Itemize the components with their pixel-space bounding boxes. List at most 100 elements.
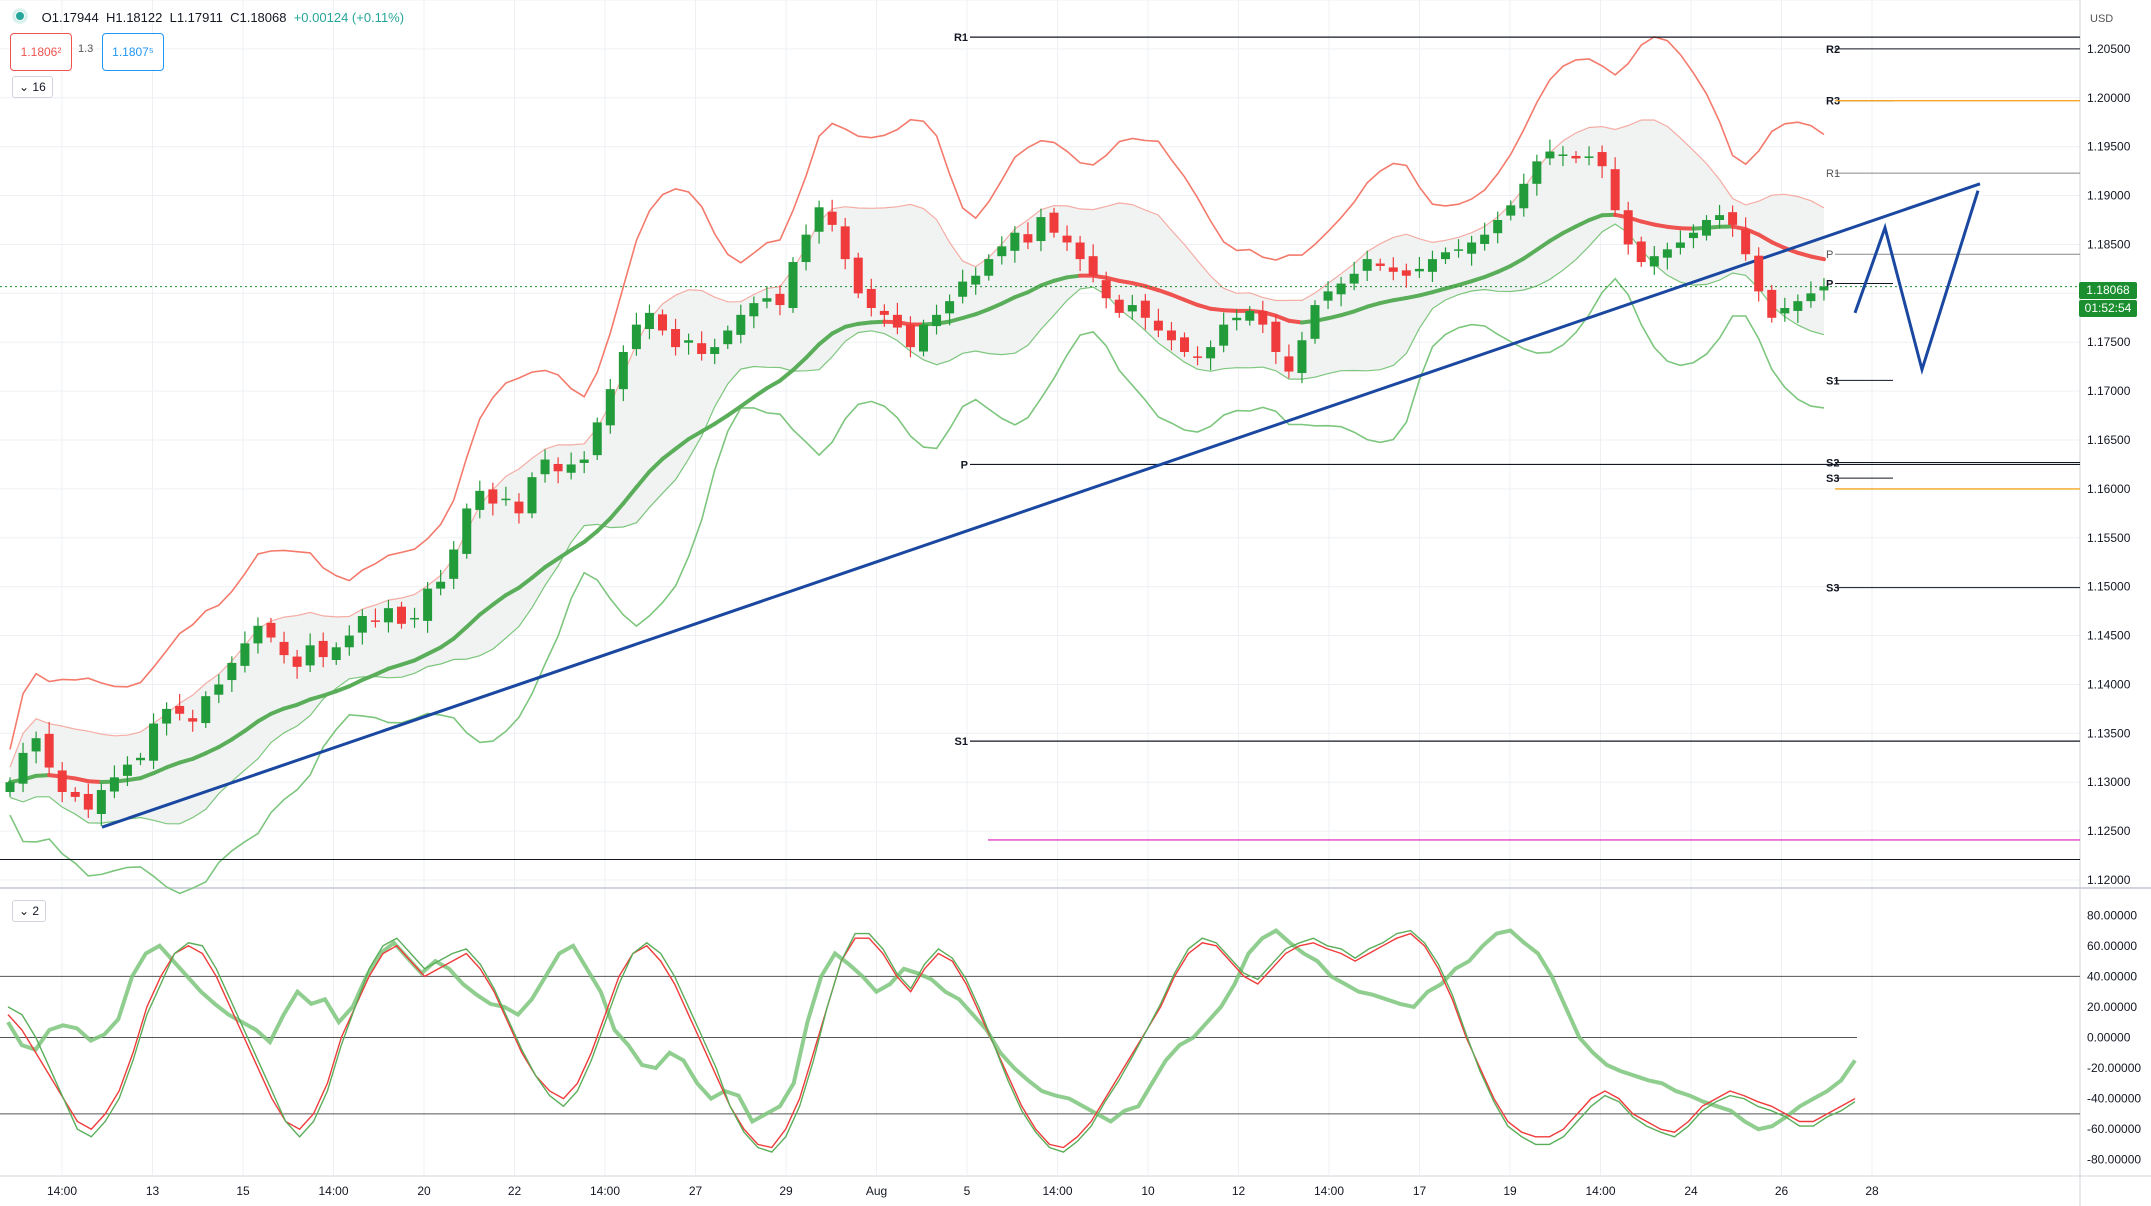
buy-button[interactable]: 1.1807⁵ [102,33,164,71]
candle-body [383,608,393,623]
basis-segment [1587,213,1605,223]
basis-segment [1730,224,1748,232]
basis-segment [282,702,300,711]
candle-body [1140,300,1150,318]
price-tick-label: 1.16500 [2087,433,2131,447]
candle-body [514,501,524,514]
price-tick-label: 1.13500 [2087,726,2131,740]
candle-body [1506,205,1516,216]
candle-body [1754,255,1764,292]
basis-segment [1430,286,1448,295]
basis-segment [86,779,104,785]
pivot-label: S2 [1826,457,1839,469]
candle-body [175,705,185,714]
upper-band-line [9,35,1825,750]
basis-segment [425,645,443,656]
candle-body [527,477,537,514]
basis-segment [856,320,874,326]
candle-body [1153,320,1163,331]
basis-segment [1469,275,1487,284]
basis-segment [1221,308,1239,313]
pivot-label: R2 [1826,44,1840,56]
basis-segment [1808,254,1826,262]
candle-body [162,708,172,724]
sell-button[interactable]: 1.1806² [10,33,72,71]
candle-body [1597,152,1607,167]
candle-body [1401,270,1411,276]
basis-segment [1404,293,1422,301]
basis-segment [138,771,156,781]
osc-series-line [6,928,1857,1132]
candle-body [31,738,41,752]
basis-segment [543,556,561,570]
price-tick-label: 1.19000 [2087,189,2131,203]
basis-segment [947,316,965,324]
candle-body [827,211,837,225]
candle-body [44,733,54,768]
candle-body [801,234,811,263]
basis-segment [203,745,221,756]
candle-body [266,622,276,638]
osc-series-line [7,929,1856,1153]
candle-body [984,259,994,276]
basis-segment [334,684,352,694]
basis-segment [1273,313,1291,323]
time-tick-label: 10 [1141,1184,1155,1198]
basis-segment [1547,231,1565,243]
candle-body [736,314,746,335]
pivot-label: R1 [954,32,968,44]
lower-inner-band [9,223,1825,825]
indicators-toggle[interactable]: ⌄ 16 [12,76,53,98]
time-tick-label: 15 [236,1184,250,1198]
basis-segment [582,529,600,544]
basis-segment [1169,292,1187,302]
basis-segment [673,437,691,451]
candle-body [1271,321,1281,352]
basis-segment [1378,298,1396,306]
candle-body [945,301,955,314]
candle-body [305,645,315,666]
time-tick-label: 27 [689,1184,703,1198]
candle-body [1610,169,1620,211]
basis-segment [1508,256,1526,268]
candle-body [1075,242,1085,260]
basis-segment [1052,275,1070,283]
candle-body [1062,235,1072,243]
candle-body [1571,155,1581,159]
time-tick-label: 24 [1684,1184,1698,1198]
pivot-label: R1 [1826,168,1840,180]
basis-segment [503,585,521,598]
basis-segment [556,548,574,561]
candle-body [1036,217,1046,242]
basis-segment [386,662,404,671]
basis-segment [1339,309,1357,318]
candle-body [932,314,942,327]
basis-segment [1665,224,1683,231]
price-tick-label: 1.12500 [2087,824,2131,838]
candle-body [1793,301,1803,311]
candle-body [1649,256,1659,267]
basis-segment [1456,279,1474,288]
basis-segment [830,324,848,336]
oscillator-indicators-toggle[interactable]: ⌄ 2 [12,900,47,922]
candle-body [1349,273,1359,284]
candle-body [1584,156,1594,158]
candle-body [658,314,667,331]
candle-body [1323,291,1333,301]
basis-segment [660,446,678,461]
indicator-count: 16 [32,80,46,94]
candle-body [1688,232,1698,239]
candle-body [1297,340,1307,374]
axes: 1.20500 1.20000 1.19500 1.19000 1.18500 1.180… [47,13,2141,1198]
candle-body [1558,154,1568,156]
candle-body [1441,252,1450,260]
candle-body [540,459,550,475]
candle-body [1414,268,1424,272]
projection-path [1853,190,1980,376]
basis-segment [321,689,339,698]
basis-segment [634,469,652,490]
basis-segment [791,355,809,373]
price-tick-label: 1.15500 [2087,531,2131,545]
